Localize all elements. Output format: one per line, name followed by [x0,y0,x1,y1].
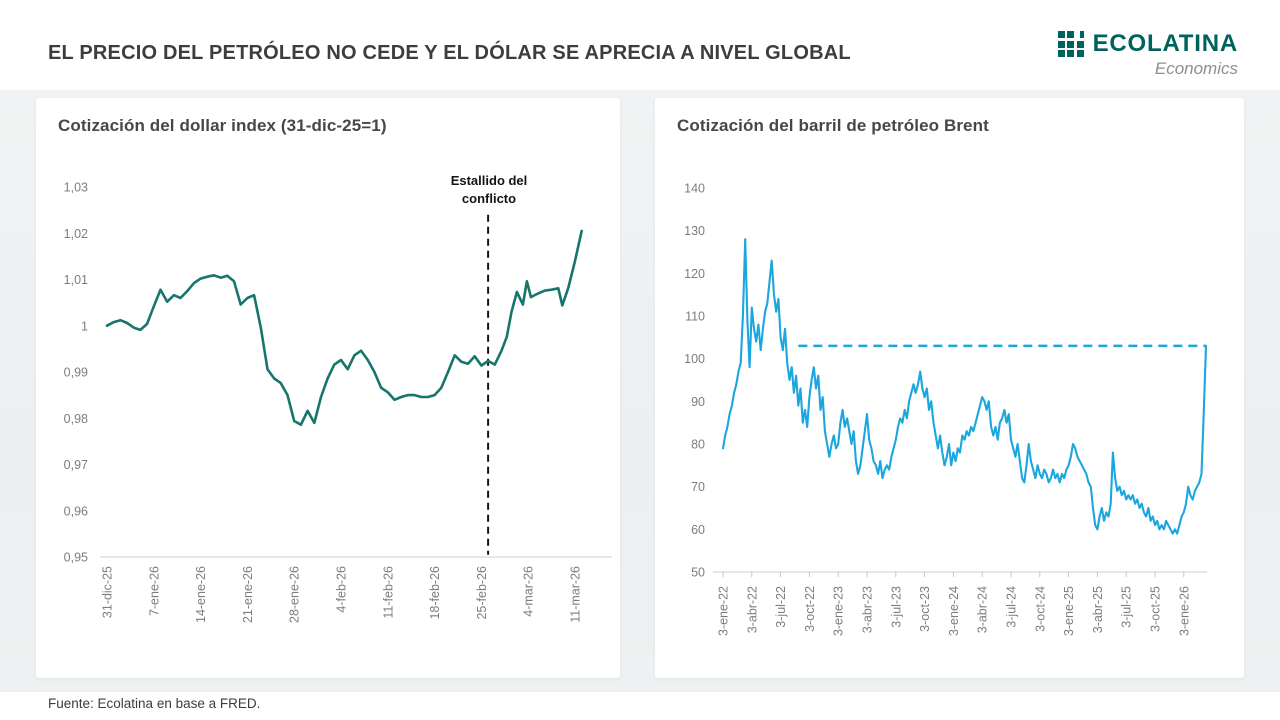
logo-grid-icon [1057,31,1084,57]
x-tick-label: 3-jul-22 [774,586,788,628]
x-tick-label: 14-ene-26 [194,566,208,623]
y-tick-label: 90 [691,395,705,409]
x-tick-label: 31-dic-25 [101,566,115,618]
x-tick-label: 11-feb-26 [381,566,395,619]
y-tick-label: 1,02 [64,227,88,241]
x-tick-label: 21-ene-26 [241,566,255,623]
y-tick-label: 0,97 [64,458,88,472]
dollar-index-chart: 1,03 1,02 1,01 1 0,99 0,98 0,97 0,96 0,95 31-dic-… [64,181,612,623]
dollar-index-chart-card: Cotización del dollar index (31-dic-25=1… [36,98,620,678]
dollar-chart-title: Cotización del dollar index (31-dic-25=1… [58,116,387,135]
x-tick-label: 4-mar-26 [522,566,536,617]
y-tick-label: 120 [684,267,705,281]
x-tick-label: 18-feb-26 [428,566,442,620]
y-tick-label: 50 [691,566,705,580]
y-tick-label: 1,01 [64,273,88,287]
y-tick-label: 100 [684,352,705,366]
logo-subtitle: Economics [1154,59,1238,78]
y-tick-label: 60 [691,523,705,537]
source-note: Fuente: Ecolatina en base a FRED. [48,696,261,711]
y-tick-label: 0,98 [64,412,88,426]
x-tick-label: 3-jul-24 [1005,586,1019,628]
y-tick-label: 0,99 [64,366,88,380]
brent-chart: 140 130 120 110 100 90 80 70 60 50 3-ene-22 3-abr-2… [684,182,1208,636]
brent-chart-card: Cotización del barril de petróleo Brent … [655,98,1244,678]
ecolatina-logo: ECOLATINA Economics [1057,30,1238,79]
y-tick-label: 0,96 [64,504,88,518]
series-line [105,229,584,427]
y-tick-label: 80 [691,438,705,452]
x-tick-label: 4-feb-26 [335,566,349,613]
y-tick-label: 1,03 [64,181,88,195]
conflict-annotation: Estallido del conflicto [435,172,543,207]
x-tick-label: 7-ene-26 [147,566,161,616]
x-tick-label: 3-ene-25 [1062,586,1076,636]
x-tick-label: 3-oct-25 [1149,586,1163,632]
x-tick-label: 3-jul-25 [1120,586,1134,628]
x-tick-label: 3-jul-23 [889,586,903,628]
x-tick-label: 3-ene-24 [947,586,961,636]
x-tick-label: 3-ene-23 [832,586,846,636]
page-title: EL PRECIO DEL PETRÓLEO NO CEDE Y EL DÓLA… [48,42,851,64]
x-tick-label: 3-oct-22 [803,586,817,632]
x-tick-label: 3-abr-24 [976,586,990,633]
x-tick-label: 3-oct-23 [918,586,932,632]
x-tick-label: 3-oct-24 [1033,586,1047,632]
conflict-annotation-line1: Estallido del [450,173,528,188]
y-tick-label: 130 [684,224,705,238]
x-tick-label: 3-abr-22 [745,586,759,633]
conflict-annotation-line2: conflicto [461,190,517,206]
x-tick-label: 3-ene-26 [1177,586,1191,636]
x-tick-label: 3-abr-23 [861,586,875,633]
x-tick-label: 11-mar-26 [569,566,583,623]
y-tick-label: 70 [691,480,705,494]
x-tick-label: 3-ene-22 [717,586,731,636]
y-tick-label: 1 [81,319,88,333]
x-tick-label: 25-feb-26 [475,566,489,620]
y-tick-label: 110 [685,310,705,324]
x-tick-label: 28-ene-26 [288,566,302,623]
x-tick-label: 3-abr-25 [1091,586,1105,633]
y-tick-label: 140 [684,182,705,196]
y-tick-label: 0,95 [64,551,88,565]
brent-chart-title: Cotización del barril de petróleo Brent [677,116,989,135]
series-line [721,238,1208,535]
logo-name: ECOLATINA [1092,30,1238,57]
